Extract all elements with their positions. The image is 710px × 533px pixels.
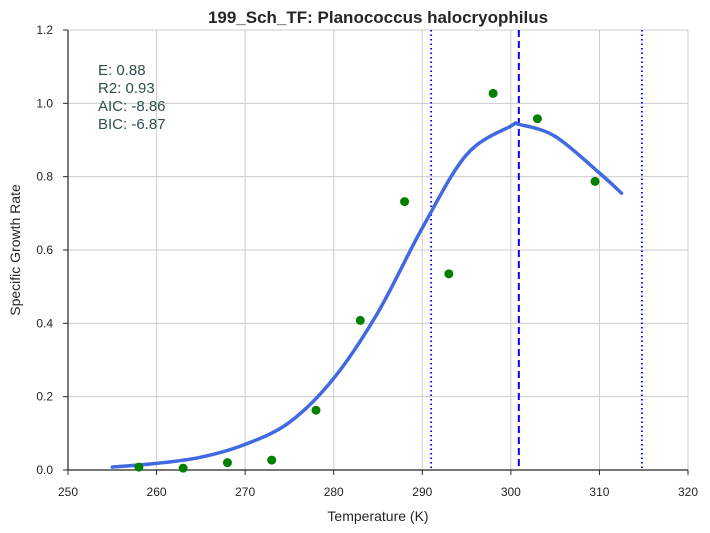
x-tick-label: 290 xyxy=(412,485,432,499)
data-point xyxy=(311,405,321,415)
data-point xyxy=(400,197,410,207)
y-axis-title: Specific Growth Rate xyxy=(7,184,23,316)
data-point xyxy=(532,114,542,124)
stat-aic: AIC: -8.86 xyxy=(98,98,166,115)
x-tick-label: 270 xyxy=(235,485,255,499)
fitted-curve xyxy=(110,121,624,469)
data-point xyxy=(488,88,498,98)
stats-box: E: 0.88 R2: 0.93 AIC: -8.86 BIC: -6.87 xyxy=(98,62,166,133)
data-points xyxy=(134,88,600,473)
grid xyxy=(67,29,689,471)
data-point xyxy=(355,315,365,325)
stat-r2: R2: 0.93 xyxy=(98,80,155,97)
fitted-curve-layer xyxy=(110,121,624,469)
y-tick-label: 0.0 xyxy=(36,463,53,477)
y-tick-label: 0.6 xyxy=(36,243,53,257)
x-tick-label: 310 xyxy=(589,485,609,499)
chart-title: 199_Sch_TF: Planococcus halocryophilus xyxy=(208,8,548,27)
data-point xyxy=(590,176,600,186)
data-point xyxy=(222,458,232,468)
x-tick-label: 280 xyxy=(324,485,344,499)
data-point xyxy=(444,269,454,279)
stat-bic: BIC: -6.87 xyxy=(98,116,166,133)
x-axis-title: Temperature (K) xyxy=(327,508,428,524)
y-tick-label: 0.4 xyxy=(36,316,53,330)
data-point xyxy=(134,462,144,472)
y-ticks: 0.0 0.2 0.4 0.6 0.8 1.0 1.2 xyxy=(36,23,68,477)
x-ticks: 250 260 270 280 290 300 310 320 xyxy=(58,470,698,499)
data-point xyxy=(267,455,277,465)
y-tick-label: 1.2 xyxy=(36,23,53,37)
y-tick-label: 0.2 xyxy=(36,390,53,404)
data-point xyxy=(178,463,188,473)
y-tick-label: 1.0 xyxy=(36,96,53,110)
x-tick-label: 250 xyxy=(58,485,78,499)
x-tick-label: 260 xyxy=(147,485,167,499)
y-tick-label: 0.8 xyxy=(36,170,53,184)
x-tick-label: 300 xyxy=(501,485,521,499)
vertical-lines xyxy=(430,30,643,470)
stat-e: E: 0.88 xyxy=(98,62,146,79)
x-tick-label: 320 xyxy=(678,485,698,499)
